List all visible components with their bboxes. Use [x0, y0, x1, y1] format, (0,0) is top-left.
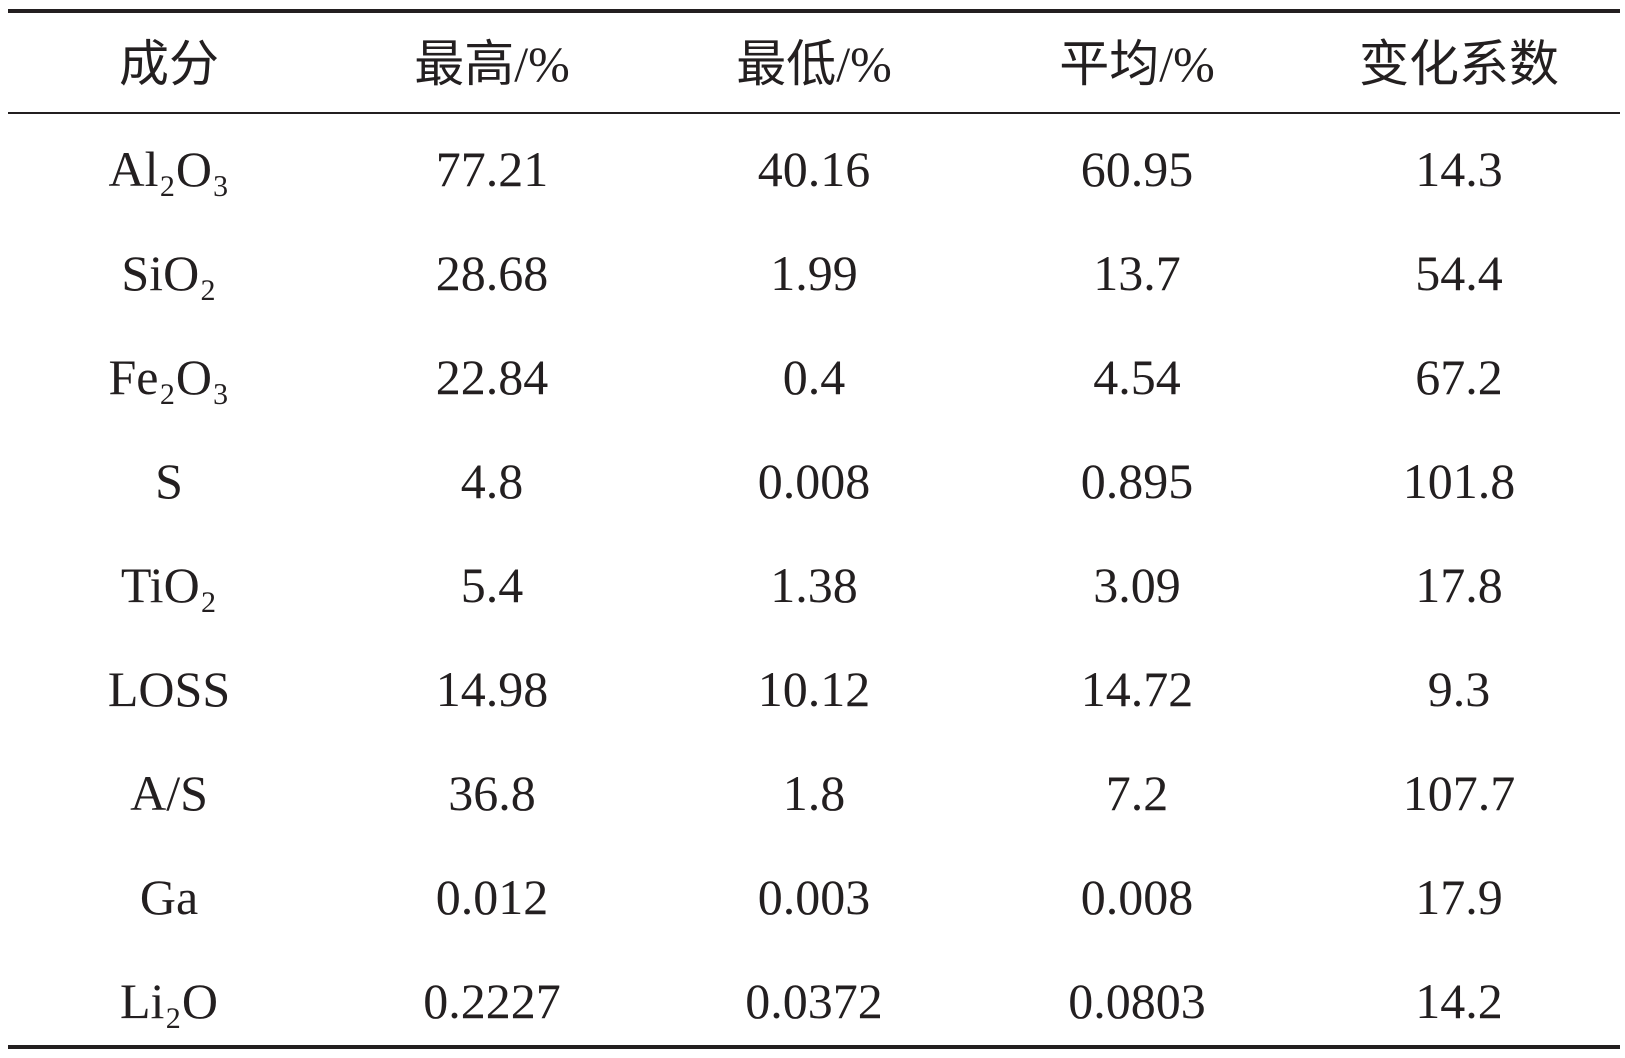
table-cell: 40.16 [757, 141, 871, 197]
top-rule [8, 9, 1620, 13]
header-cell: 最高/% [414, 36, 570, 92]
header-cell: 变化系数 [1359, 36, 1559, 92]
header-rule [8, 112, 1620, 114]
row-label: SiO₂ [121, 245, 217, 301]
table-cell: 7.2 [1105, 765, 1169, 821]
row-label: A/S [130, 765, 208, 821]
table-cell: 60.95 [1080, 141, 1194, 197]
table-cell: 10.12 [757, 661, 871, 717]
row-label: S [155, 453, 183, 509]
table-cell: 28.68 [435, 245, 549, 301]
table-cell: 14.3 [1415, 141, 1503, 197]
table-cell: 14.72 [1080, 661, 1194, 717]
table-cell: 14.98 [435, 661, 549, 717]
table-cell: 9.3 [1427, 661, 1491, 717]
table-cell: 4.8 [460, 453, 524, 509]
table-cell: 1.99 [770, 245, 858, 301]
row-label: TiO₂ [120, 557, 218, 613]
table-cell: 5.4 [460, 557, 524, 613]
table-cell: 54.4 [1415, 245, 1503, 301]
table-cell: 1.38 [770, 557, 858, 613]
header-cell: 成分 [119, 36, 219, 92]
table-cell: 0.895 [1080, 453, 1194, 509]
table-cell: 17.9 [1415, 869, 1503, 925]
table-cell: 4.54 [1093, 349, 1181, 405]
row-label: Li₂O [120, 973, 218, 1029]
header-cell: 平均/% [1059, 36, 1215, 92]
table-cell: 67.2 [1415, 349, 1503, 405]
table-cell: 0.008 [1080, 869, 1194, 925]
header-cell: 最低/% [736, 36, 892, 92]
table-cell: 0.2227 [423, 973, 561, 1029]
row-label: Al₂O₃ [108, 141, 230, 197]
row-label: Fe₂O₃ [108, 349, 230, 405]
table-cell: 0.003 [757, 869, 871, 925]
row-label: LOSS [107, 661, 231, 717]
table-cell: 107.7 [1402, 765, 1516, 821]
table-cell: 101.8 [1402, 453, 1516, 509]
table-cell: 22.84 [435, 349, 549, 405]
table-cell: 77.21 [435, 141, 549, 197]
table-cell: 1.8 [782, 765, 846, 821]
table-cell: 0.008 [757, 453, 871, 509]
table-cell: 36.8 [448, 765, 536, 821]
table-cell: 0.012 [435, 869, 549, 925]
table-cell: 0.0372 [745, 973, 883, 1029]
row-label: Ga [139, 869, 199, 925]
table-cell: 0.0803 [1068, 973, 1206, 1029]
table-cell: 0.4 [782, 349, 846, 405]
table-cell: 3.09 [1093, 557, 1181, 613]
table-cell: 17.8 [1415, 557, 1503, 613]
table-cell: 14.2 [1415, 973, 1503, 1029]
bottom-rule [8, 1045, 1620, 1049]
table-cell: 13.7 [1093, 245, 1181, 301]
